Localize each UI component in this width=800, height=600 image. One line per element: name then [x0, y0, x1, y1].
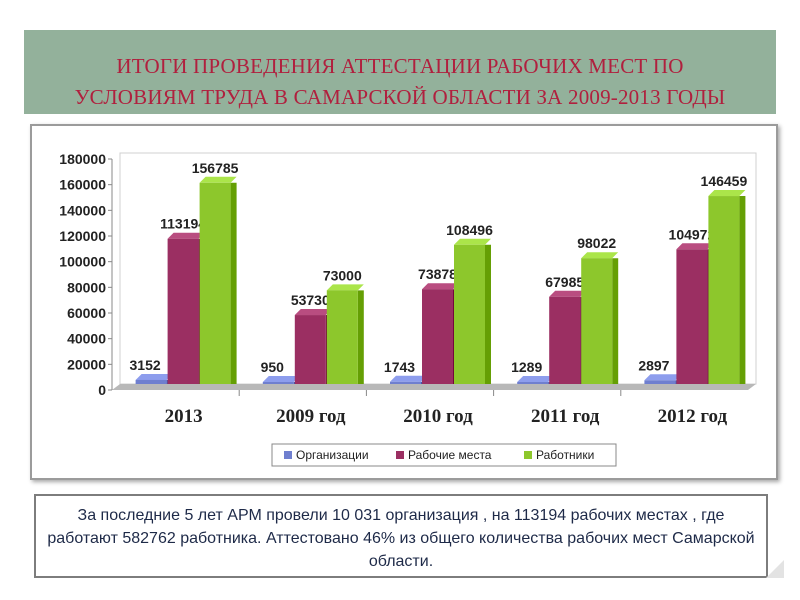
data-label: 73000 [323, 267, 362, 283]
x-category-label: 2013 [165, 406, 203, 427]
data-label: 104972 [669, 226, 716, 242]
bar-top-1 [549, 290, 587, 297]
chart-frame: 0 20000 40000 60000 80000 100000 120000 140000 1… [30, 124, 778, 480]
legend-swatch [524, 451, 532, 459]
bar-chart: 0 20000 40000 60000 80000 100000 120000 140000 1… [59, 151, 757, 467]
legend-swatch [396, 451, 404, 459]
title-line-2: УСЛОВИЯМ ТРУДА В САМАРСКОЙ ОБЛАСТИ ЗА 20… [74, 85, 726, 109]
bar-Рабочие места [294, 315, 326, 384]
bar-top-2 [454, 238, 491, 245]
data-label: 3152 [130, 357, 161, 373]
bar-side-2 [357, 290, 364, 384]
bar-top-1 [294, 309, 332, 316]
bar-top-0 [262, 376, 300, 382]
chart-floor [112, 384, 756, 390]
bar-Организации [135, 379, 167, 384]
data-label: 98022 [577, 235, 616, 251]
bar-Организации [390, 381, 421, 384]
y-tick-label: 40000 [67, 331, 106, 347]
legend-swatch [284, 451, 292, 459]
bar-top-1 [422, 283, 459, 290]
x-category-label: 2010 год [403, 406, 473, 427]
bar-Организации [262, 382, 294, 384]
data-label: 950 [261, 359, 285, 375]
bar-Работники [454, 244, 485, 384]
data-label: 53730 [291, 292, 330, 308]
bar-Рабочие места [549, 296, 581, 384]
bar-top-2 [199, 176, 237, 183]
bar-top-2 [708, 190, 746, 197]
bar-top-0 [644, 374, 682, 381]
data-label: 73878 [418, 266, 457, 282]
bar-Рабочие места [167, 238, 199, 384]
legend-box [271, 443, 617, 467]
y-tick-label: 60000 [67, 305, 106, 321]
bar-Рабочие места [422, 289, 453, 384]
data-label: 146459 [701, 173, 748, 189]
x-category-label: 2012 год [658, 406, 728, 427]
bar-top-0 [390, 375, 427, 382]
bar-side-2 [485, 244, 491, 384]
y-tick-label: 140000 [59, 202, 106, 218]
data-label: 108496 [446, 222, 493, 238]
bar-side-2 [230, 182, 237, 384]
bar-side-2 [612, 258, 619, 384]
bar-Работники [581, 258, 613, 384]
title-band: ИТОГИ ПРОВЕДЕНИЯ АТТЕСТАЦИИ РАБОЧИХ МЕСТ… [24, 30, 776, 114]
y-tick-label: 100000 [59, 254, 106, 270]
legend-label: Рабочие места [408, 448, 492, 462]
data-label: 1289 [511, 359, 542, 375]
legend-label: Организации [296, 448, 369, 462]
y-tick-label: 120000 [59, 228, 106, 244]
bar-top-0 [135, 373, 173, 380]
y-tick-label: 0 [98, 382, 106, 398]
bar-top-2 [326, 284, 364, 291]
bar-Рабочие места [676, 249, 708, 384]
bar-top-2 [581, 252, 619, 259]
x-category-label: 2009 год [276, 406, 346, 427]
data-label: 2897 [638, 357, 669, 373]
bar-Работники [326, 290, 358, 384]
bar-Работники [199, 182, 231, 384]
data-label: 67985 [545, 274, 584, 290]
y-tick-label: 180000 [59, 151, 106, 167]
x-category-label: 2011 год [531, 406, 600, 427]
bar-Организации [644, 380, 676, 384]
bar-top-0 [517, 376, 555, 382]
y-tick-label: 20000 [67, 356, 106, 372]
legend-label: Работники [536, 448, 594, 462]
title-line-1: ИТОГИ ПРОВЕДЕНИЯ АТТЕСТАЦИИ РАБОЧИХ МЕСТ… [116, 54, 684, 78]
summary-note-box: За последние 5 лет АРМ провели 10 031 ор… [34, 494, 768, 578]
y-tick-label: 160000 [59, 177, 106, 193]
summary-note-text: За последние 5 лет АРМ провели 10 031 ор… [47, 507, 755, 570]
bar-top-1 [676, 243, 714, 250]
data-label: 156785 [192, 160, 239, 176]
data-label: 1743 [384, 359, 415, 375]
bar-Работники [708, 196, 740, 384]
bar-side-2 [739, 196, 746, 384]
bar-Организации [517, 382, 549, 384]
bar-top-1 [167, 232, 205, 239]
data-label: 113194 [160, 216, 206, 232]
y-tick-label: 80000 [67, 279, 106, 295]
slide-corner-decoration [766, 560, 784, 578]
